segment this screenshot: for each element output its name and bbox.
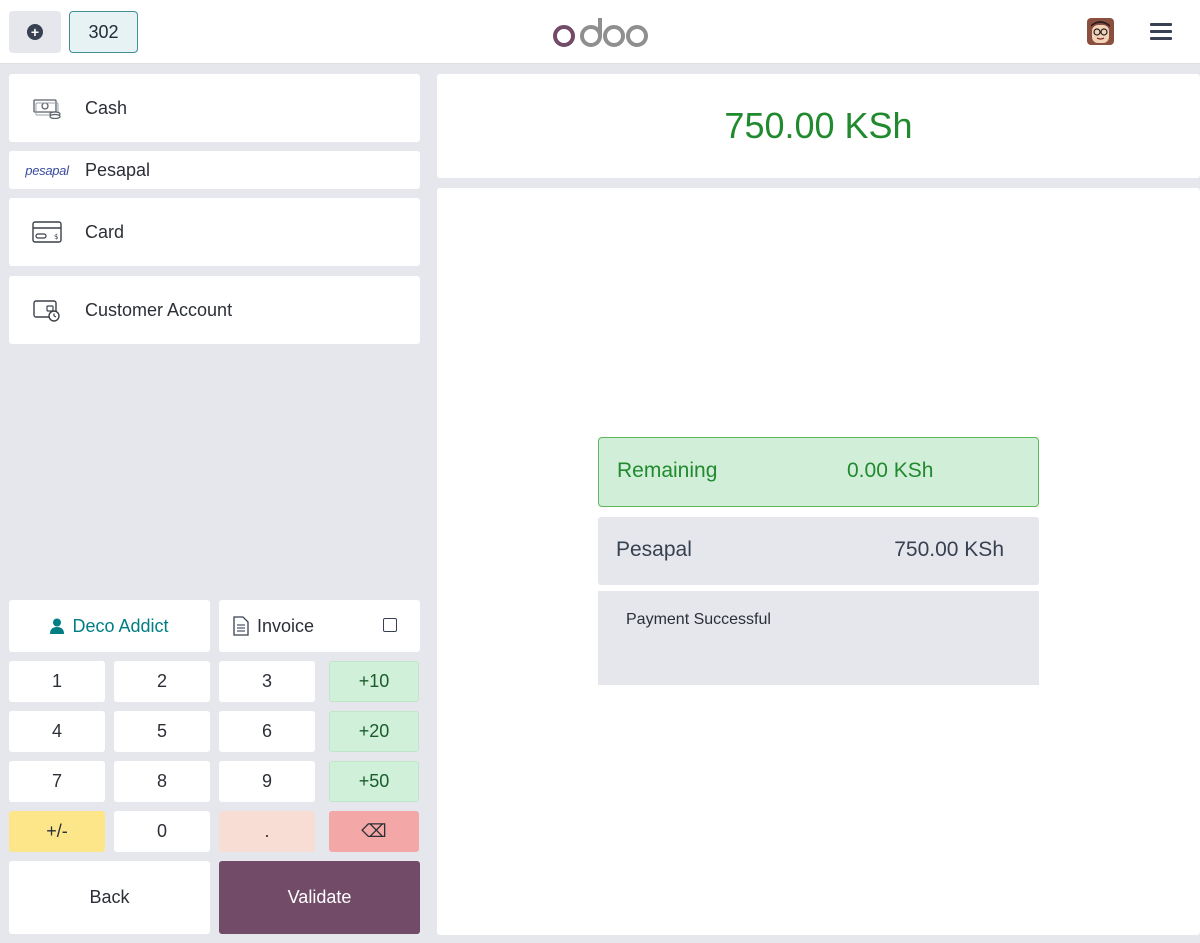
card-icon: $ (32, 221, 62, 243)
pesapal-logo: pesapal (25, 162, 69, 178)
numpad-key-5[interactable]: 5 (114, 711, 210, 752)
remaining-label: Remaining (617, 459, 718, 482)
payment-method-pesapal[interactable]: pesapal Pesapal (9, 151, 420, 189)
new-order-button[interactable]: + (9, 11, 61, 53)
order-tab-button[interactable]: 302 (69, 11, 138, 53)
numpad-key-7[interactable]: 7 (9, 761, 105, 802)
payment-line-amount: 750.00 KSh (894, 538, 1004, 561)
payment-status-box: Payment Successful (598, 591, 1039, 685)
payment-method-card[interactable]: $ Card (9, 198, 420, 266)
total-amount: 750.00 KSh (724, 105, 913, 146)
customer-button[interactable]: Deco Addict (9, 600, 210, 652)
validate-button[interactable]: Validate (219, 861, 420, 934)
user-avatar[interactable] (1087, 18, 1114, 45)
payment-method-label: Customer Account (85, 299, 233, 320)
numpad-key-plus-10[interactable]: +10 (329, 661, 419, 702)
numpad-key-decimal[interactable]: . (219, 811, 315, 852)
plus-circle-icon: + (27, 24, 43, 40)
payment-method-label: Cash (85, 97, 128, 118)
numpad-key-sign-toggle[interactable]: +/- (9, 811, 105, 852)
hamburger-menu-icon[interactable] (1150, 21, 1172, 41)
svg-text:$: $ (54, 233, 58, 241)
cash-icon (33, 99, 61, 119)
customer-name: Deco Addict (72, 615, 169, 636)
payment-status-text: Payment Successful (626, 611, 771, 628)
top-bar: + 302 (0, 0, 1200, 64)
numpad-key-8[interactable]: 8 (114, 761, 210, 802)
wallet-clock-icon (33, 300, 60, 322)
invoice-checkbox[interactable] (383, 618, 397, 632)
remaining-value: 0.00 KSh (847, 459, 934, 482)
numpad-key-0[interactable]: 0 (114, 811, 210, 852)
user-icon (50, 618, 65, 634)
numpad-key-6[interactable]: 6 (219, 711, 315, 752)
back-button[interactable]: Back (9, 861, 210, 934)
payment-method-label: Card (85, 221, 125, 242)
payment-method-cash[interactable]: Cash (9, 74, 420, 142)
numpad-key-plus-20[interactable]: +20 (329, 711, 419, 752)
payment-method-label: Pesapal (85, 159, 151, 180)
numpad-key-plus-50[interactable]: +50 (329, 761, 419, 802)
numpad-key-2[interactable]: 2 (114, 661, 210, 702)
numpad-key-9[interactable]: 9 (219, 761, 315, 802)
payment-method-customer-account[interactable]: Customer Account (9, 276, 420, 344)
numpad-key-1[interactable]: 1 (9, 661, 105, 702)
invoice-label: Invoice (257, 615, 315, 636)
total-due-panel: 750.00 KSh (437, 74, 1200, 178)
file-text-icon (233, 616, 249, 636)
numpad-key-3[interactable]: 3 (219, 661, 315, 702)
payment-line-method: Pesapal (616, 538, 692, 561)
odoo-logo (553, 18, 648, 47)
numpad-backspace-key[interactable]: ⌫ (329, 811, 419, 852)
payment-line[interactable]: Pesapal 750.00 KSh (598, 517, 1039, 585)
remaining-summary: Remaining 0.00 KSh (598, 437, 1039, 507)
numpad-key-4[interactable]: 4 (9, 711, 105, 752)
invoice-toggle-button[interactable]: Invoice (219, 600, 420, 652)
